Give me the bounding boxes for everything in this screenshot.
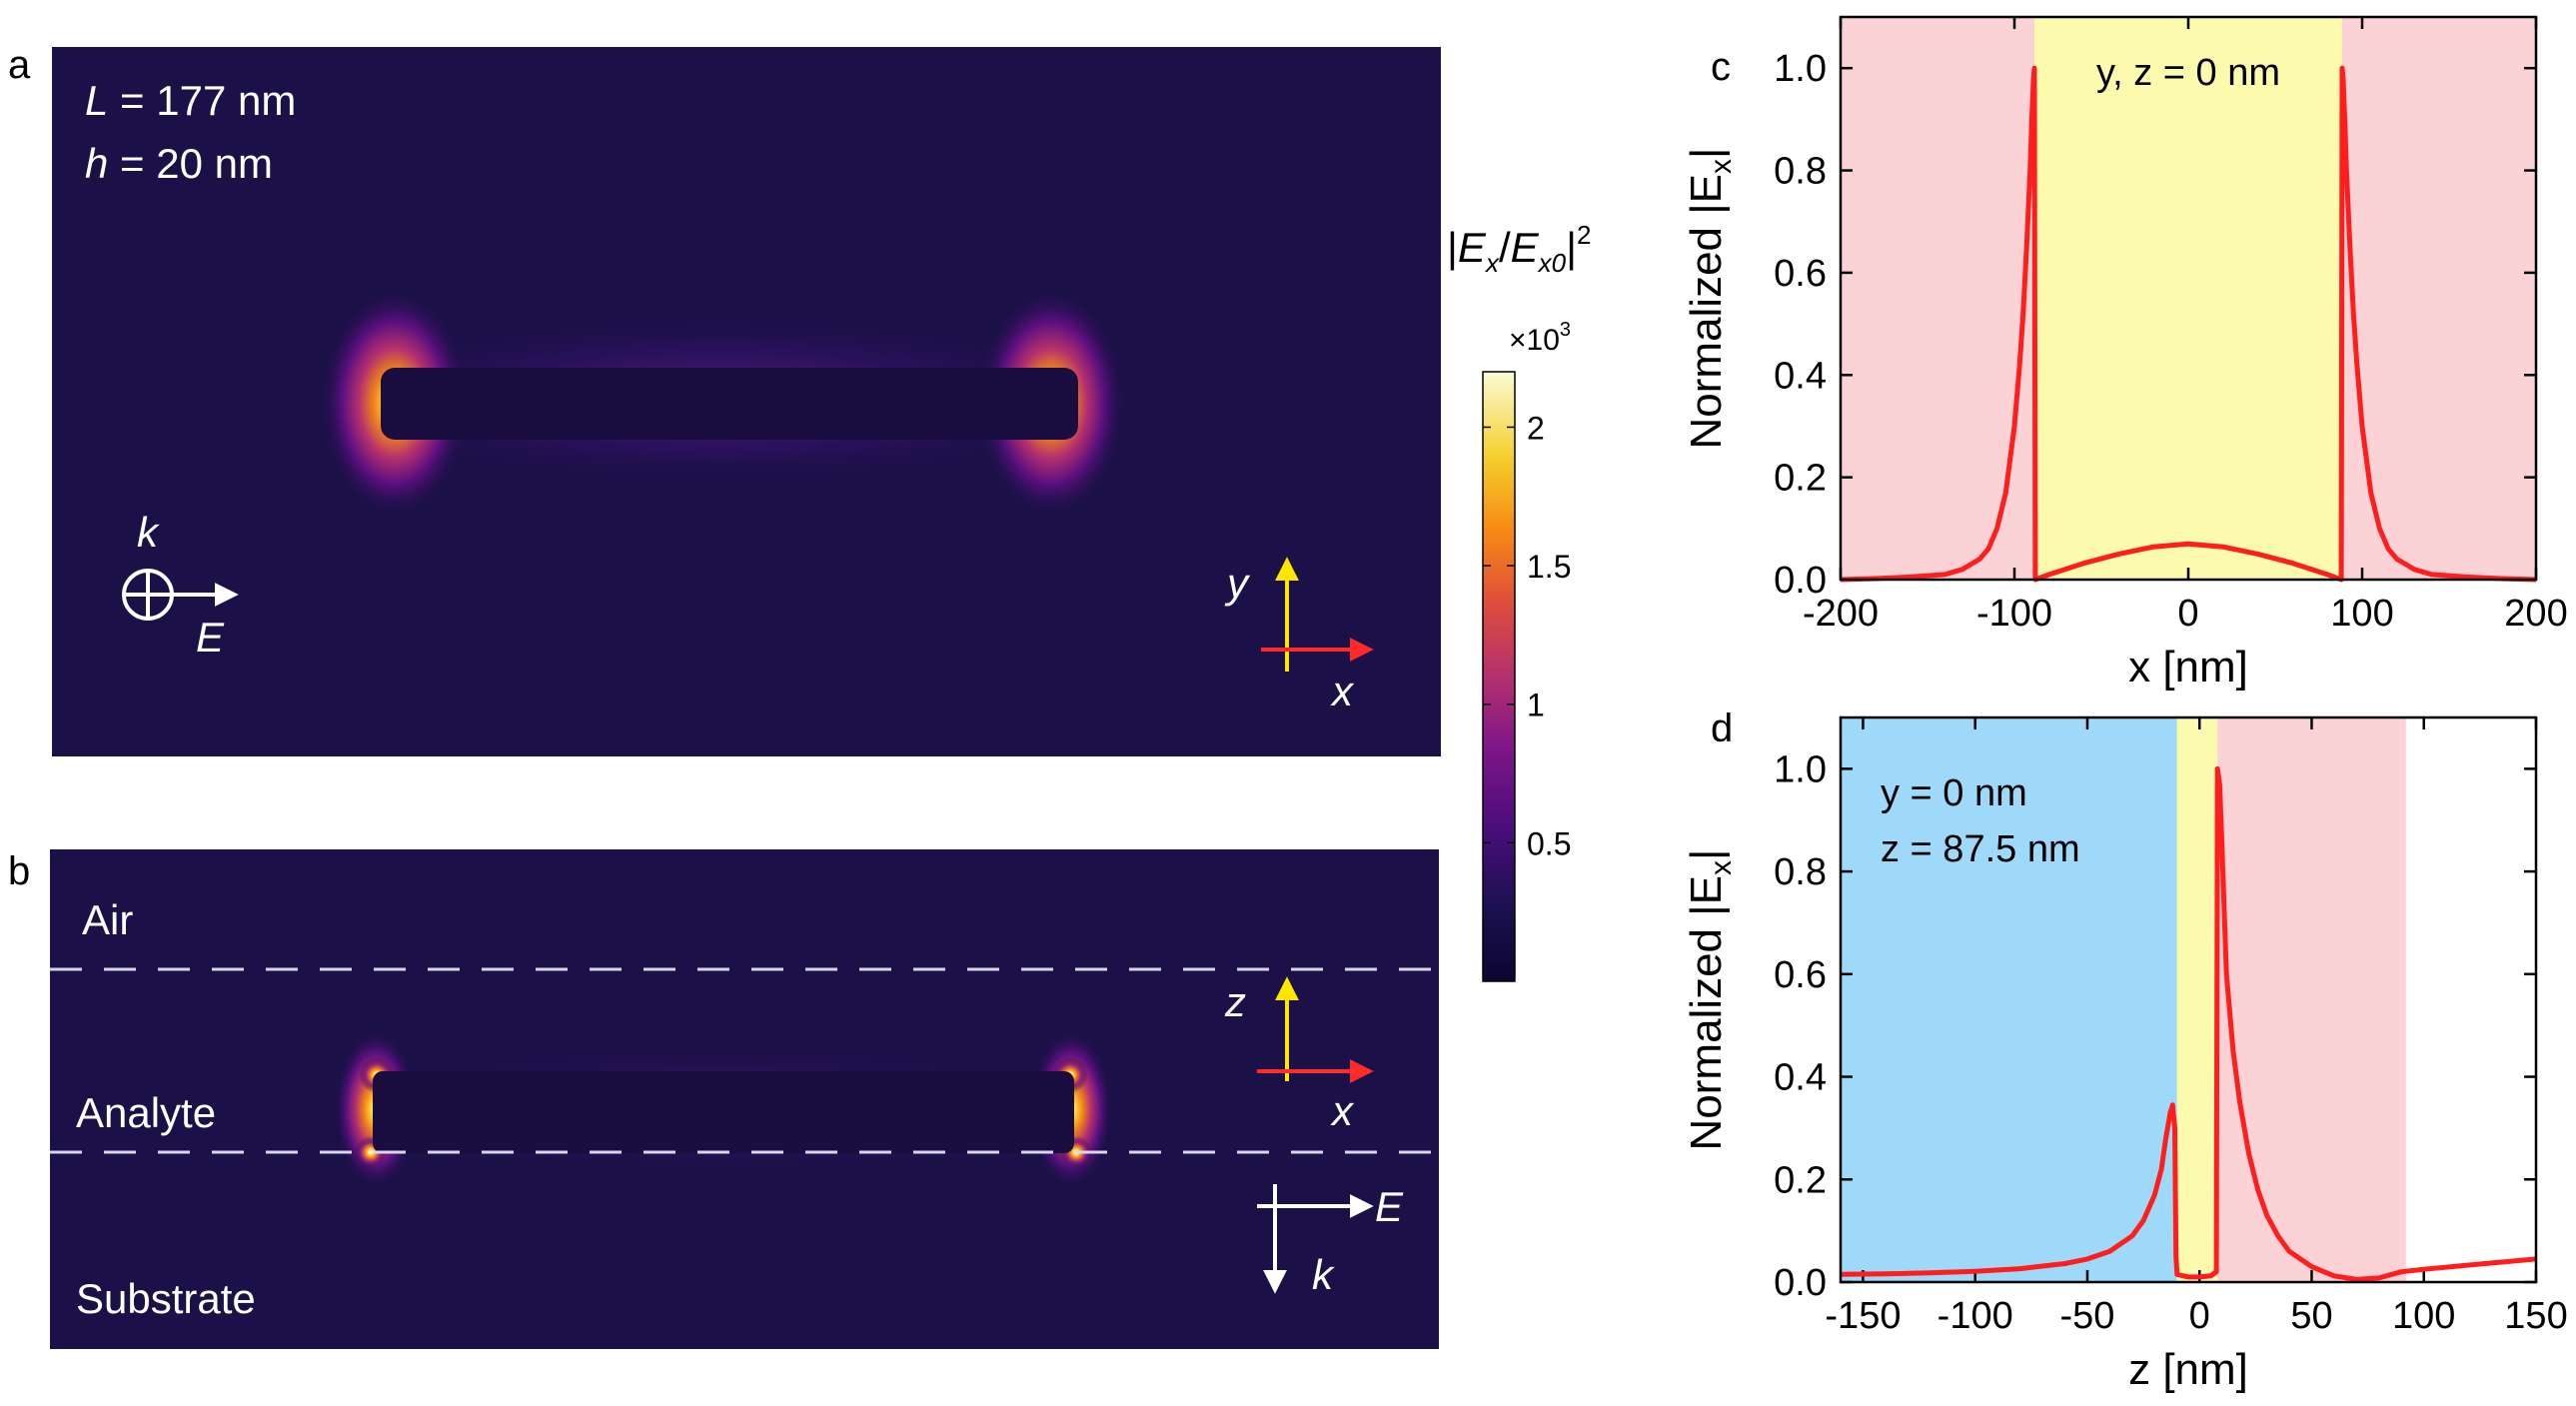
d-ticks: -150 -100 -50 0 50 100 150 0.0 0.2 0.4 0.6 0.8 1.0 xyxy=(1774,717,2568,1337)
k-label-a: k xyxy=(137,509,160,556)
panel-letter-b: b xyxy=(8,849,30,893)
c-xtick-label-2: 0 xyxy=(2177,593,2198,635)
incidence-indicator-a: k E xyxy=(122,509,239,661)
d-region-yellow-1 xyxy=(2176,717,2218,1282)
panel-b: b Air Analyte Substrate z x E k xyxy=(8,849,1439,1349)
colorbar: |Ex/Ex0|2 ×103 0.5 1 1.5 2 xyxy=(1447,220,1591,982)
d-ytick-label-0: 0.0 xyxy=(1774,1262,1827,1304)
c-ytick-label-5: 1.0 xyxy=(1774,48,1827,90)
colorbar-title: |Ex/Ex0|2 xyxy=(1447,220,1591,278)
d-x-axis-label: z [nm] xyxy=(2128,1345,2248,1394)
d-xtick-label-1: -100 xyxy=(1937,1295,2013,1337)
c-xtick-label-4: 200 xyxy=(2504,593,2567,635)
substrate-label: Substrate xyxy=(76,1275,256,1322)
incidence-indicator-b: E k xyxy=(1257,1183,1404,1298)
d-region-blue-0 xyxy=(1841,717,2177,1282)
d-regions xyxy=(1841,717,2406,1282)
chart-c: c -200 -100 0 100 200 0.0 0.2 0.4 0.6 0.8 1.0 y, z… xyxy=(1682,15,2568,692)
c-ytick-label-1: 0.2 xyxy=(1774,458,1827,500)
y-label-a: y xyxy=(1224,560,1251,607)
d-xtick-label-5: 100 xyxy=(2392,1295,2455,1337)
colorbar-tick-label-1: 1 xyxy=(1527,688,1545,723)
z-label-b: z xyxy=(1224,978,1246,1025)
panel-letter-c: c xyxy=(1711,45,1731,89)
c-xtick-label-0: -200 xyxy=(1803,593,1879,635)
e-label-b: E xyxy=(1375,1183,1404,1230)
panel-a: a L = 177 nm h = 20 nm k E y x xyxy=(8,43,1441,756)
d-ytick-label-3: 0.6 xyxy=(1774,954,1827,996)
d-xtick-label-3: 0 xyxy=(2189,1295,2210,1337)
d-plot-frame xyxy=(1839,715,2538,1284)
d-series xyxy=(1840,765,2537,1282)
height-label: h = 20 nm xyxy=(85,140,273,187)
c-region-yellow-1 xyxy=(2034,17,2342,580)
d-ytick-label-5: 1.0 xyxy=(1774,748,1827,790)
colorbar-tick-label-0: 0.5 xyxy=(1527,825,1571,861)
axes-indicator-b: z x xyxy=(1224,976,1374,1134)
e-label-a: E xyxy=(196,614,225,661)
d-region-pink-2 xyxy=(2217,717,2406,1282)
nanorod-a xyxy=(381,368,1078,440)
x-label-a: x xyxy=(1330,668,1355,714)
c-regions xyxy=(1841,17,2536,580)
chart-d: d -150 -100 -50 0 50 100 150 0.0 0.2 0.4 0.6 0.8 1.0… xyxy=(1682,706,2568,1394)
d-xtick-label-6: 150 xyxy=(2504,1295,2567,1337)
c-x-axis-label: x [nm] xyxy=(2128,643,2248,692)
panel-letter-a: a xyxy=(8,43,31,87)
c-region-pink-2 xyxy=(2341,17,2536,580)
c-ytick-label-4: 0.8 xyxy=(1774,151,1827,193)
c-series-line-0 xyxy=(1840,65,2537,583)
c-region-pink-0 xyxy=(1841,17,2035,580)
colorbar-ticks: 0.5 1 1.5 2 xyxy=(1483,410,1571,861)
d-annotation-line2: z = 87.5 nm xyxy=(1881,828,2080,870)
colorbar-gradient xyxy=(1482,371,1516,982)
d-annotation-line1: y = 0 nm xyxy=(1881,772,2027,814)
field-map-a-intensity xyxy=(300,288,1139,518)
analyte-label: Analyte xyxy=(76,1089,216,1136)
colorbar-multiplier: ×103 xyxy=(1509,319,1571,357)
length-label: L = 177 nm xyxy=(85,77,296,124)
d-ytick-label-2: 0.4 xyxy=(1774,1057,1827,1099)
c-ticks: -200 -100 0 100 200 0.0 0.2 0.4 0.6 0.8 1.0 xyxy=(1774,17,2568,635)
d-xtick-label-0: -150 xyxy=(1825,1295,1901,1337)
c-series xyxy=(1840,65,2537,583)
c-ytick-label-3: 0.6 xyxy=(1774,253,1827,295)
d-xtick-label-4: 50 xyxy=(2290,1295,2332,1337)
d-ytick-label-4: 0.8 xyxy=(1774,851,1827,893)
d-xtick-label-2: -50 xyxy=(2060,1295,2115,1337)
c-ytick-label-0: 0.0 xyxy=(1774,560,1827,602)
c-ytick-label-2: 0.4 xyxy=(1774,355,1827,397)
k-label-b: k xyxy=(1312,1251,1335,1298)
x-label-b: x xyxy=(1330,1087,1355,1134)
colorbar-tick-label-2: 1.5 xyxy=(1527,549,1571,585)
c-xtick-label-3: 100 xyxy=(2330,593,2393,635)
c-y-axis-label: Normalized |Ex| xyxy=(1682,148,1738,450)
panel-letter-d: d xyxy=(1711,706,1733,750)
d-ytick-label-1: 0.2 xyxy=(1774,1159,1827,1201)
axes-indicator-a: y x xyxy=(1224,557,1374,714)
nanorod-b xyxy=(373,1071,1074,1153)
field-map-b-intensity xyxy=(300,1029,1139,1189)
c-xtick-label-1: -100 xyxy=(1976,593,2052,635)
c-annotation: y, z = 0 nm xyxy=(2096,52,2280,94)
c-plot-frame xyxy=(1839,15,2538,582)
d-y-axis-label: Normalized |Ex| xyxy=(1682,849,1738,1151)
colorbar-tick-label-3: 2 xyxy=(1527,410,1545,446)
d-series-line-0 xyxy=(1840,765,2537,1282)
air-label: Air xyxy=(82,896,133,943)
